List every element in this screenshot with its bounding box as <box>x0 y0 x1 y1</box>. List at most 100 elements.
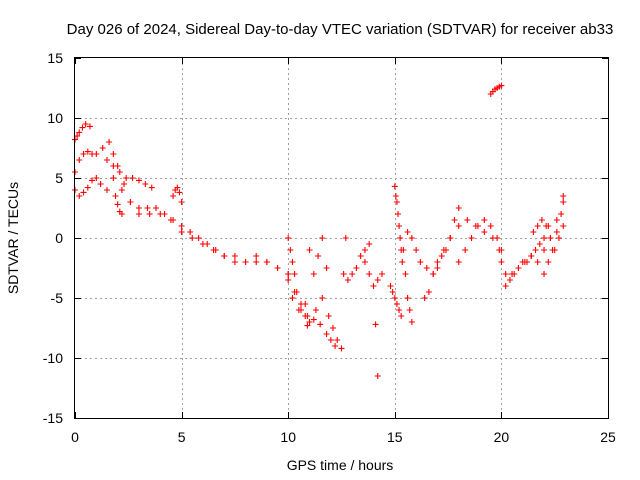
data-point <box>112 193 119 199</box>
data-point <box>127 199 134 205</box>
data-point <box>498 82 505 89</box>
data-point <box>338 345 345 352</box>
data-point <box>114 201 121 208</box>
data-point <box>304 322 311 329</box>
data-point <box>157 211 164 217</box>
data-point <box>176 189 183 196</box>
data-point <box>468 235 475 241</box>
data-point <box>178 229 185 235</box>
data-point <box>144 205 151 211</box>
data-point <box>146 211 153 217</box>
data-point <box>366 241 373 247</box>
data-point <box>210 247 217 253</box>
data-point <box>291 271 298 277</box>
data-point <box>285 235 292 241</box>
data-point <box>285 271 292 277</box>
data-point <box>323 265 330 271</box>
data-point <box>274 265 281 271</box>
data-point <box>541 247 548 253</box>
data-point <box>353 265 360 271</box>
y-tick-label: -15 <box>43 410 63 426</box>
data-point <box>406 307 413 313</box>
data-point <box>153 205 160 211</box>
data-point <box>93 151 100 157</box>
data-point <box>474 223 481 229</box>
data-point <box>404 295 411 301</box>
data-point <box>434 259 441 265</box>
data-point <box>374 277 381 283</box>
x-tick-label: 25 <box>600 429 616 445</box>
x-tick-label: 5 <box>178 429 186 445</box>
data-point <box>366 271 373 277</box>
data-point <box>534 223 541 229</box>
data-point <box>541 271 548 277</box>
data-point <box>302 313 309 319</box>
data-point <box>558 211 565 217</box>
data-point <box>148 184 155 191</box>
data-point <box>93 175 100 181</box>
data-point <box>319 235 326 241</box>
data-point <box>103 187 110 193</box>
data-point <box>306 319 313 325</box>
data-point <box>295 307 302 313</box>
data-point <box>506 277 513 283</box>
data-point <box>379 271 386 277</box>
data-point <box>396 307 403 313</box>
data-point <box>123 175 130 181</box>
data-point <box>340 271 347 277</box>
data-point <box>404 229 411 235</box>
data-point <box>110 151 117 157</box>
data-point <box>84 148 91 155</box>
data-point <box>387 283 394 289</box>
y-tick-label: -10 <box>43 350 63 366</box>
data-point <box>323 331 330 337</box>
y-axis-label: SDTVAR / TECUs <box>5 182 21 294</box>
chart-title: Day 026 of 2024, Sidereal Day-to-day VTE… <box>67 21 614 38</box>
data-point <box>396 223 403 229</box>
y-tick-label: -5 <box>51 290 64 306</box>
data-point <box>325 313 332 319</box>
data-point <box>481 229 488 235</box>
data-point <box>121 181 128 187</box>
data-point <box>421 295 428 301</box>
data-point <box>393 199 400 205</box>
data-point <box>178 223 185 229</box>
data-point <box>289 259 296 265</box>
data-point <box>370 283 377 289</box>
data-point <box>86 123 93 130</box>
data-point <box>135 177 142 184</box>
data-point <box>413 247 420 253</box>
data-point <box>306 247 313 253</box>
data-point <box>455 223 462 229</box>
data-point <box>408 319 415 325</box>
data-point <box>253 259 260 265</box>
data-point <box>392 193 399 199</box>
data-point <box>494 235 501 241</box>
data-point <box>187 229 194 235</box>
data-point <box>545 259 552 265</box>
data-point <box>399 259 406 265</box>
data-point <box>297 301 304 307</box>
data-point <box>389 289 396 295</box>
data-point <box>118 187 125 193</box>
data-point <box>97 181 104 187</box>
data-point <box>312 307 319 313</box>
data-point <box>342 235 349 241</box>
data-point <box>82 121 89 127</box>
data-point <box>349 271 356 277</box>
data-point <box>560 193 567 199</box>
data-point <box>464 217 471 223</box>
data-point <box>400 247 407 253</box>
y-tick-label: 0 <box>55 230 63 246</box>
data-point <box>447 235 454 241</box>
data-point <box>231 259 238 265</box>
data-point <box>293 289 300 295</box>
data-point <box>434 265 441 271</box>
data-point <box>455 205 462 211</box>
data-point <box>76 157 83 163</box>
data-point <box>319 295 326 301</box>
data-point <box>110 175 117 181</box>
data-point <box>189 235 196 241</box>
grid <box>75 58 608 418</box>
